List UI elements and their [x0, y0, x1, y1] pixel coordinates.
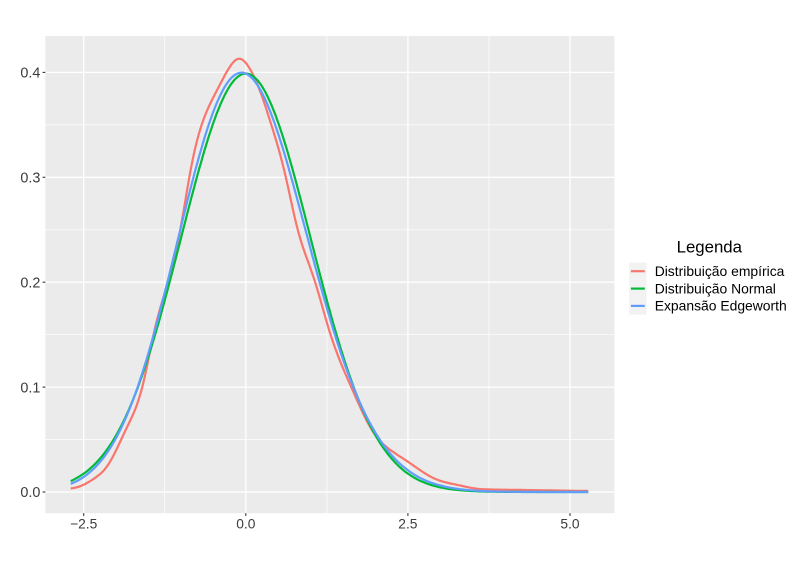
svg-text:5.0: 5.0 [560, 516, 580, 531]
svg-text:Distribuição Normal: Distribuição Normal [655, 280, 776, 296]
svg-text:Distribuição empírica: Distribuição empírica [655, 263, 785, 279]
svg-text:0.4: 0.4 [20, 66, 40, 82]
svg-text:Expansão Edgeworth: Expansão Edgeworth [655, 298, 787, 314]
svg-text:0.1: 0.1 [20, 380, 40, 396]
svg-text:−2.5: −2.5 [70, 516, 98, 531]
svg-text:Legenda: Legenda [677, 237, 743, 256]
svg-text:0.0: 0.0 [20, 485, 40, 501]
svg-text:0.2: 0.2 [20, 275, 40, 291]
svg-text:0.3: 0.3 [20, 171, 40, 187]
svg-text:2.5: 2.5 [398, 516, 418, 531]
svg-text:0.0: 0.0 [236, 516, 256, 531]
